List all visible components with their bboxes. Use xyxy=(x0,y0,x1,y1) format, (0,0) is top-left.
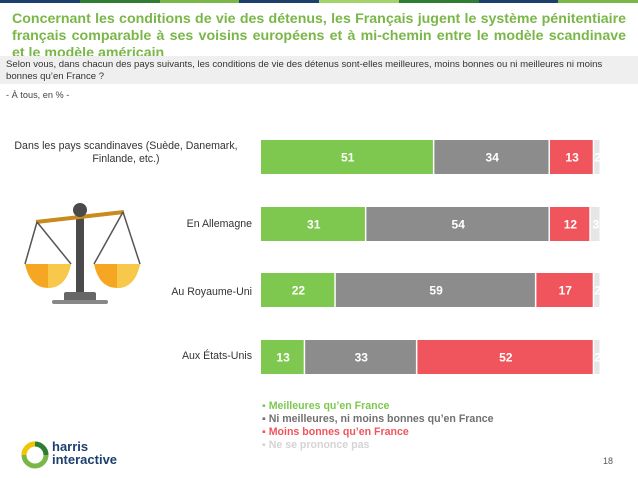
category-label-usa: Aux États-Unis xyxy=(181,350,252,362)
balance-scale-icon xyxy=(24,203,141,304)
data-label-worse-2: 17 xyxy=(559,284,573,298)
category-label-scandinavia: Dans les pays scandinaves (Suède, Danema… xyxy=(14,140,238,165)
bar-worse-0 xyxy=(550,140,593,174)
bar-worse-2 xyxy=(536,273,593,307)
data-label-nsp-2: 2 xyxy=(594,284,601,298)
harris-ring-logo-icon xyxy=(21,441,49,469)
bar-better-3 xyxy=(261,340,304,374)
data-label-nsp-3: 2 xyxy=(594,351,601,365)
bar-worse-1 xyxy=(550,207,590,241)
bar-better-1 xyxy=(261,207,365,241)
data-label-neither-3: 33 xyxy=(355,351,369,365)
legend-item-neither: ▪ Ni meilleures, ni moins bonnes qu’en F… xyxy=(262,413,494,425)
bar-nsp-2 xyxy=(594,273,600,307)
data-label-neither-0: 34 xyxy=(486,151,500,165)
chart-title: Concernant les conditions de vie des dét… xyxy=(12,11,626,61)
data-label-better-2: 22 xyxy=(292,284,306,298)
legend: ▪ Meilleures qu’en France ▪ Ni meilleure… xyxy=(262,400,494,452)
bar-nsp-3 xyxy=(594,340,600,374)
bar-nsp-0 xyxy=(594,140,600,174)
legend-item-worse: ▪ Moins bonnes qu’en France xyxy=(262,426,409,438)
bar-better-2 xyxy=(261,273,335,307)
data-label-better-1: 31 xyxy=(307,218,321,232)
data-label-neither-2: 59 xyxy=(429,284,443,298)
category-label-uk: Au Royaume-Uni xyxy=(171,286,252,298)
base-note: - À tous, en % - xyxy=(6,90,70,100)
bar-worse-3 xyxy=(417,340,593,374)
bar-nsp-1 xyxy=(590,207,600,241)
data-label-worse-3: 52 xyxy=(499,351,513,365)
logo-line-1: harris xyxy=(52,439,89,454)
bar-neither-1 xyxy=(366,207,549,241)
legend-item-better: ▪ Meilleures qu’en France xyxy=(262,400,390,412)
data-label-better-3: 13 xyxy=(276,351,290,365)
survey-question: Selon vous, dans chacun des pays suivant… xyxy=(6,59,603,82)
bar-neither-2 xyxy=(335,273,535,307)
data-label-worse-1: 12 xyxy=(564,218,578,232)
data-label-better-0: 51 xyxy=(341,151,355,165)
bar-neither-3 xyxy=(305,340,416,374)
data-label-neither-1: 54 xyxy=(452,218,466,232)
logo-line-2: interactive xyxy=(52,452,118,467)
bar-neither-0 xyxy=(434,140,549,174)
bar-better-0 xyxy=(261,140,433,174)
top-color-strip xyxy=(0,0,638,3)
data-label-worse-0: 13 xyxy=(565,151,579,165)
question-box xyxy=(0,56,638,84)
legend-item-nsp: ▪ Ne se prononce pas xyxy=(262,439,370,451)
bars-group: 51 34 13 2 31 54 12 3 22 59 17 2 13 33 52 2 xyxy=(261,140,601,374)
data-label-nsp-0: 2 xyxy=(594,151,601,165)
page-number: 18 xyxy=(603,456,614,466)
data-label-nsp-1: 3 xyxy=(593,218,600,232)
logo-text: harris interactive xyxy=(52,440,117,466)
category-label-germany: En Allemagne xyxy=(186,218,252,230)
